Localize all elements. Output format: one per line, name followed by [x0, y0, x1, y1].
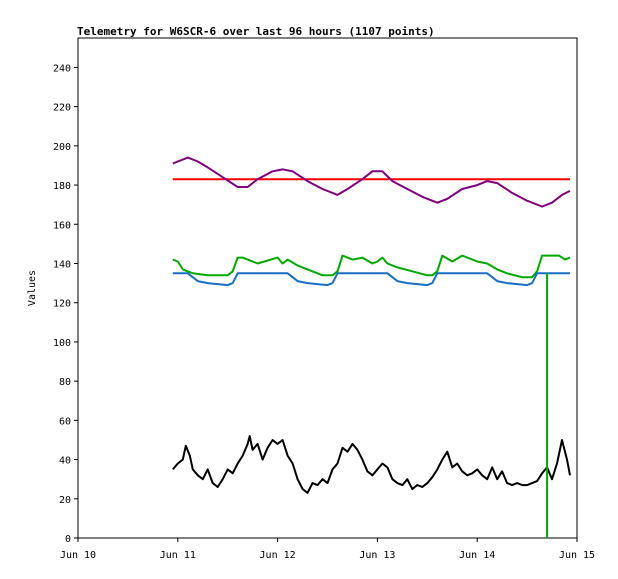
y-tick-label: 140 — [53, 259, 71, 270]
y-tick-label: 60 — [59, 416, 71, 427]
y-tick-label: 40 — [59, 456, 71, 467]
x-tick-label: Jun 12 — [260, 550, 296, 561]
y-tick-label: 200 — [53, 142, 71, 153]
series-group — [172, 156, 571, 538]
x-tick-label: Jun 13 — [359, 550, 395, 561]
y-tick-label: 180 — [53, 181, 71, 192]
x-tick-label: Jun 15 — [559, 550, 595, 561]
x-tick-label: Jun 11 — [160, 550, 196, 561]
x-tick-label: Jun 10 — [60, 550, 96, 561]
y-axis-label: Values — [27, 270, 38, 306]
y-tick-label: 220 — [53, 103, 71, 114]
y-tick-label: 160 — [53, 220, 71, 231]
y-tick-label: 0 — [65, 534, 71, 545]
series-line-3 — [172, 272, 570, 287]
plot-frame — [77, 37, 578, 539]
y-tick-label: 20 — [59, 495, 71, 506]
y-tick-label: 80 — [59, 377, 71, 388]
y-axis: 0 20 40 60 80 100 120 140 160 180 200 220 240 — [53, 63, 78, 545]
series-line-1 — [172, 156, 571, 208]
x-axis: Jun 10 Jun 11 Jun 12 Jun 13 Jun 14 Jun 15 — [60, 538, 595, 561]
y-tick-label: 120 — [53, 299, 71, 310]
series-line-4 — [172, 435, 571, 494]
y-tick-label: 100 — [53, 338, 71, 349]
series-line-2 — [172, 254, 571, 279]
y-tick-label: 240 — [53, 63, 71, 74]
x-tick-label: Jun 14 — [459, 550, 495, 561]
chart-title: Telemetry for W6SCR-6 over last 96 hours… — [77, 25, 435, 38]
